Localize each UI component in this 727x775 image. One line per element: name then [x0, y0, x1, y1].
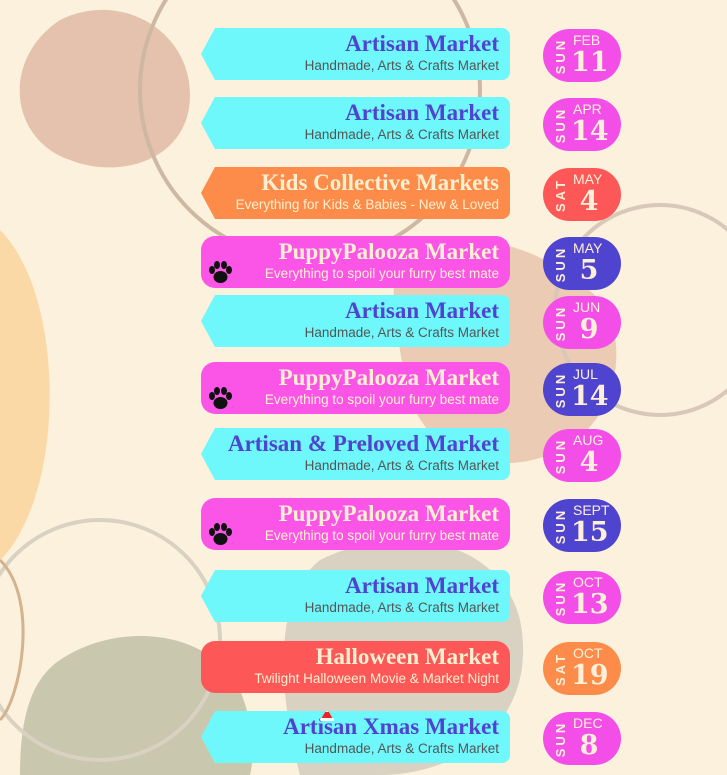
month: JUL	[573, 366, 598, 382]
event-title: Artisan Market	[345, 573, 499, 598]
event-title: Artisan Market	[345, 31, 499, 56]
day-of-week: SUN	[553, 304, 568, 341]
event-title: Artisan & Preloved Market	[227, 431, 499, 456]
date-badge: SUN APR 14	[543, 98, 621, 151]
month: FEB	[573, 32, 601, 48]
event-title: PuppyPalooza Market	[278, 365, 499, 390]
date-badge: SUN JUN 9	[543, 296, 621, 349]
day-number: 15	[571, 517, 609, 548]
month: APR	[573, 101, 602, 117]
event-banner: Artisan & Preloved Market Handmade, Arts…	[201, 428, 510, 480]
event-subtitle: Handmade, Arts & Crafts Market	[304, 58, 499, 73]
paw-icon	[209, 261, 232, 283]
date-badge: SUN JUL 14	[543, 363, 621, 416]
day-of-week: SUN	[553, 507, 568, 544]
month: SEPT	[573, 502, 610, 518]
day-number: 19	[571, 660, 609, 691]
month: AUG	[573, 432, 604, 448]
month: DEC	[573, 715, 603, 731]
event-subtitle: Handmade, Arts & Crafts Market	[304, 741, 499, 756]
date-badge: SUN FEB 11	[543, 29, 621, 82]
month: MAY	[573, 171, 603, 187]
day-of-week: SAT	[553, 651, 568, 686]
event-subtitle: Everything to spoil your furry best mate	[264, 266, 499, 281]
day-number: 13	[571, 589, 609, 620]
month: OCT	[573, 645, 603, 661]
event-banner: Kids Collective Markets Everything for K…	[201, 167, 510, 219]
day-number: 11	[571, 47, 609, 78]
day-of-week: SUN	[553, 245, 568, 282]
event-title: PuppyPalooza Market	[278, 501, 499, 526]
date-badge: SUN SEPT 15	[543, 499, 621, 552]
event-subtitle: Everything to spoil your furry best mate	[264, 392, 499, 407]
paw-icon	[209, 523, 232, 545]
day-of-week: SUN	[553, 37, 568, 74]
date-badge: SUN AUG 4	[543, 429, 621, 482]
day-of-week: SUN	[553, 371, 568, 408]
event-subtitle: Handmade, Arts & Crafts Market	[304, 600, 499, 615]
day-of-week: SUN	[553, 106, 568, 143]
event-title: Artisan Market	[345, 100, 499, 125]
event-banner: Artisan Market Handmade, Arts & Crafts M…	[201, 295, 510, 347]
event-banner: Artisan Market Handmade, Arts & Crafts M…	[201, 570, 510, 622]
day-number: 14	[571, 381, 609, 412]
event-banner: PuppyPalooza Market Everything to spoil …	[201, 498, 510, 550]
day-number: 8	[579, 730, 599, 761]
event-banner: Artisan Xmas Market Handmade, Arts & Cra…	[201, 711, 510, 763]
paw-icon	[209, 387, 232, 409]
month: MAY	[573, 240, 603, 256]
event-banner: Artisan Market Handmade, Arts & Crafts M…	[201, 97, 510, 149]
date-badge: SAT MAY 4	[543, 168, 621, 221]
event-title: Artisan Market	[345, 298, 499, 323]
day-number: 4	[579, 186, 599, 217]
day-of-week: SUN	[553, 720, 568, 757]
event-title: Artisan Xmas Market	[283, 714, 499, 739]
event-banner: PuppyPalooza Market Everything to spoil …	[201, 362, 510, 414]
santa-hat-icon	[320, 711, 334, 721]
day-of-week: SUN	[553, 579, 568, 616]
day-of-week: SUN	[553, 437, 568, 474]
event-subtitle: Twilight Halloween Movie & Market Night	[254, 671, 499, 686]
month: OCT	[573, 574, 603, 590]
month: JUN	[573, 299, 601, 315]
event-subtitle: Everything to spoil your furry best mate	[264, 528, 499, 543]
day-number: 9	[579, 314, 599, 345]
event-banner: Halloween Market Twilight Halloween Movi…	[201, 641, 510, 693]
date-badge: SUN MAY 5	[543, 237, 621, 290]
event-title: Kids Collective Markets	[261, 170, 499, 195]
event-banner: Artisan Market Handmade, Arts & Crafts M…	[201, 28, 510, 80]
date-badge: SAT OCT 19	[543, 642, 621, 695]
day-number: 4	[579, 447, 599, 478]
day-of-week: SAT	[553, 177, 568, 212]
event-subtitle: Handmade, Arts & Crafts Market	[304, 325, 499, 340]
event-banner: PuppyPalooza Market Everything to spoil …	[201, 236, 510, 288]
event-subtitle: Handmade, Arts & Crafts Market	[304, 127, 499, 142]
date-badge: SUN OCT 13	[543, 571, 621, 624]
date-badge: SUN DEC 8	[543, 712, 621, 765]
day-number: 5	[579, 255, 599, 286]
event-subtitle: Handmade, Arts & Crafts Market	[304, 458, 499, 473]
event-subtitle: Everything for Kids & Babies - New & Lov…	[235, 197, 499, 212]
day-number: 14	[571, 116, 609, 147]
event-title: PuppyPalooza Market	[278, 239, 499, 264]
event-title: Halloween Market	[315, 644, 499, 669]
